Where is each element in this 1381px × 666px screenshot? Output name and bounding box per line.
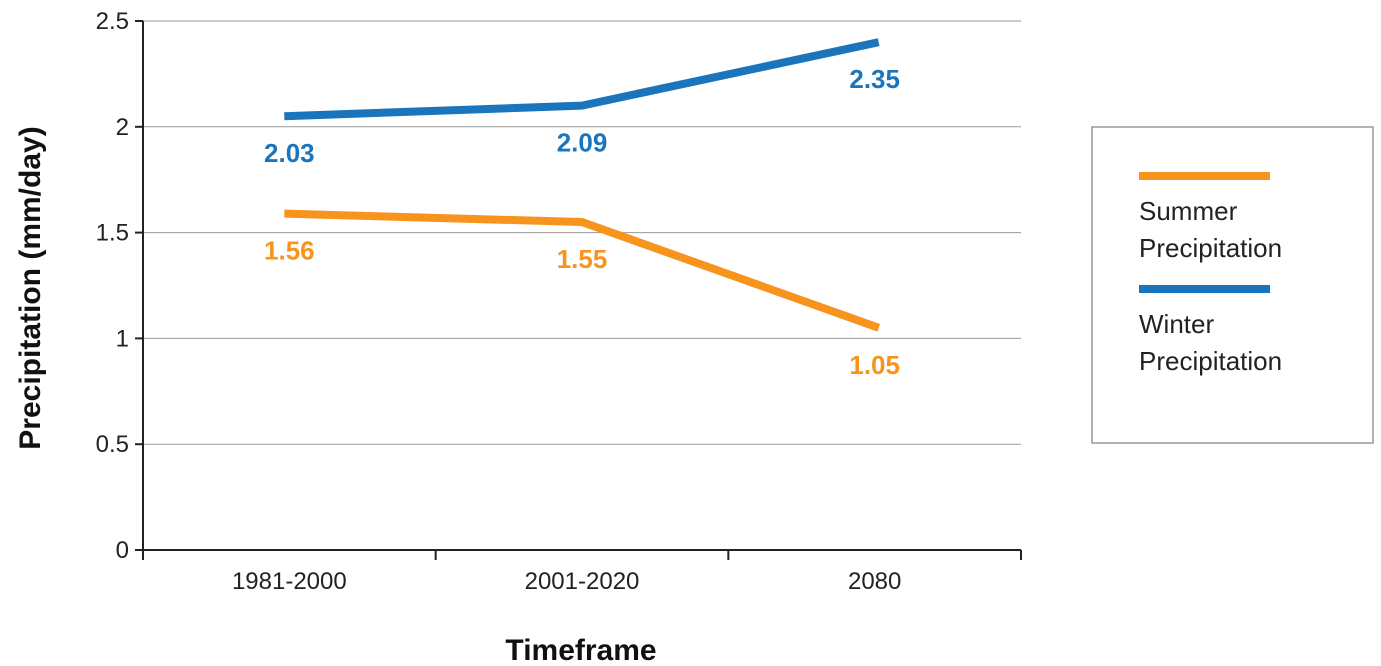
series-line-summer	[284, 209, 881, 332]
legend: Summer Precipitation Winter Precipitation	[1091, 126, 1374, 444]
y-tick-label: 0	[116, 537, 129, 564]
data-label: 1.05	[849, 350, 900, 380]
series-line-winter	[284, 38, 880, 121]
data-label: 1.56	[264, 236, 315, 266]
y-tick-label: 1	[116, 325, 129, 352]
gridlines	[143, 20, 1021, 445]
data-label: 2.09	[557, 128, 608, 158]
data-label: 2.03	[264, 138, 315, 168]
y-tick-label: 1.5	[96, 220, 129, 247]
legend-label: Summer	[1139, 196, 1238, 226]
series-lines	[284, 38, 881, 332]
x-axis-title: Timeframe	[505, 634, 656, 666]
legend-label: Winter	[1139, 309, 1214, 339]
y-tick-label: 0.5	[96, 431, 129, 458]
x-tick-label: 2080	[848, 568, 901, 595]
x-tick-label: 2001-2020	[525, 568, 640, 595]
legend-label: Precipitation	[1139, 346, 1282, 376]
y-axis-title: Precipitation (mm/day)	[14, 126, 47, 449]
legend-label: Precipitation	[1139, 233, 1282, 263]
x-tick-label: 1981-2000	[232, 568, 347, 595]
data-labels: 1.56 1.55 1.05 2.03 2.09 2.35	[264, 64, 900, 380]
y-tick-label: 2	[116, 114, 129, 141]
axes: 0 0.5 1 1.5 2 2.5 1981-2000 2001-2020 2080	[96, 8, 1022, 595]
data-label: 1.55	[557, 244, 608, 274]
y-tick-label: 2.5	[96, 8, 129, 35]
data-label: 2.35	[849, 64, 900, 94]
